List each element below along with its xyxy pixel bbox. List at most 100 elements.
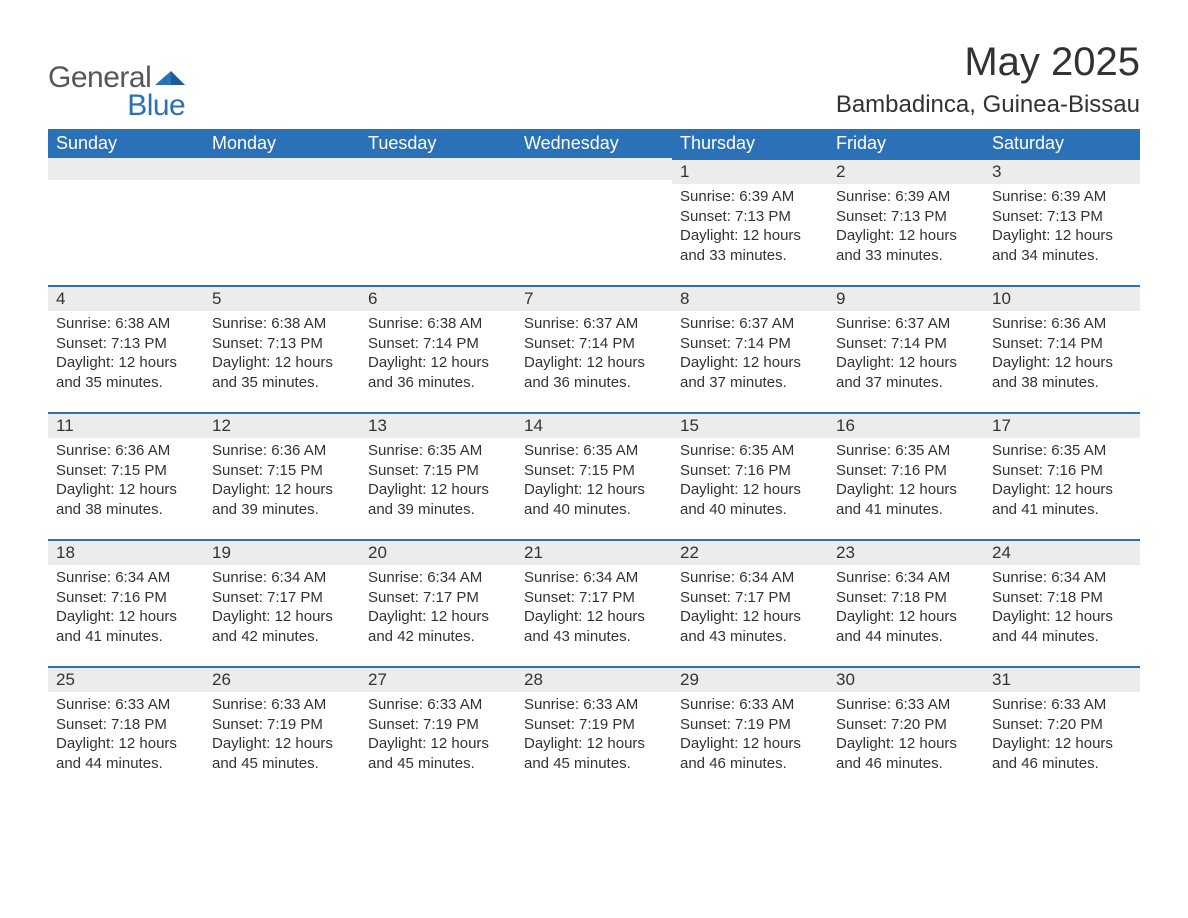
day-cell: 25Sunrise: 6:33 AMSunset: 7:18 PMDayligh… xyxy=(48,666,204,793)
day-number: 8 xyxy=(672,285,828,311)
daylight-line: Daylight: 12 hours and 42 minutes. xyxy=(368,607,508,646)
sunrise-line: Sunrise: 6:36 AM xyxy=(212,441,352,461)
sunrise-line: Sunrise: 6:37 AM xyxy=(524,314,664,334)
day-number: 28 xyxy=(516,666,672,692)
sunset-line: Sunset: 7:13 PM xyxy=(836,207,976,227)
day-number: 29 xyxy=(672,666,828,692)
day-cell: 2 Sunrise: 6:39 AMSunset: 7:13 PMDaylight… xyxy=(828,158,984,285)
sunset-line: Sunset: 7:16 PM xyxy=(680,461,820,481)
weekday-header: Monday xyxy=(204,129,360,158)
day-number: 3 xyxy=(984,158,1140,184)
daylight-line: Daylight: 12 hours and 44 minutes. xyxy=(992,607,1132,646)
sunrise-line: Sunrise: 6:39 AM xyxy=(836,187,976,207)
day-cell: 11Sunrise: 6:36 AMSunset: 7:15 PMDayligh… xyxy=(48,412,204,539)
daylight-line: Daylight: 12 hours and 43 minutes. xyxy=(680,607,820,646)
day-number: 14 xyxy=(516,412,672,438)
sunset-line: Sunset: 7:17 PM xyxy=(212,588,352,608)
sunset-line: Sunset: 7:13 PM xyxy=(56,334,196,354)
sunset-line: Sunset: 7:15 PM xyxy=(212,461,352,481)
day-cell: 15Sunrise: 6:35 AMSunset: 7:16 PMDayligh… xyxy=(672,412,828,539)
daylight-line: Daylight: 12 hours and 37 minutes. xyxy=(836,353,976,392)
sunset-line: Sunset: 7:17 PM xyxy=(368,588,508,608)
daylight-line: Daylight: 12 hours and 42 minutes. xyxy=(212,607,352,646)
sunrise-line: Sunrise: 6:34 AM xyxy=(992,568,1132,588)
daylight-line: Daylight: 12 hours and 46 minutes. xyxy=(992,734,1132,773)
day-number: 7 xyxy=(516,285,672,311)
day-number: 6 xyxy=(360,285,516,311)
daylight-line: Daylight: 12 hours and 36 minutes. xyxy=(524,353,664,392)
daylight-line: Daylight: 12 hours and 39 minutes. xyxy=(212,480,352,519)
daylight-line: Daylight: 12 hours and 43 minutes. xyxy=(524,607,664,646)
day-cell: 12Sunrise: 6:36 AMSunset: 7:15 PMDayligh… xyxy=(204,412,360,539)
sunrise-line: Sunrise: 6:35 AM xyxy=(368,441,508,461)
sunrise-line: Sunrise: 6:34 AM xyxy=(212,568,352,588)
day-cell: 23Sunrise: 6:34 AMSunset: 7:18 PMDayligh… xyxy=(828,539,984,666)
day-number: 10 xyxy=(984,285,1140,311)
sunset-line: Sunset: 7:16 PM xyxy=(56,588,196,608)
day-number: 24 xyxy=(984,539,1140,565)
sunrise-line: Sunrise: 6:35 AM xyxy=(836,441,976,461)
sunset-line: Sunset: 7:13 PM xyxy=(680,207,820,227)
weekday-header: Wednesday xyxy=(516,129,672,158)
day-number-blank xyxy=(48,158,204,180)
weekday-header: Friday xyxy=(828,129,984,158)
week-row: 1Sunrise: 6:39 AMSunset: 7:13 PMDaylight… xyxy=(48,158,1140,285)
sunrise-line: Sunrise: 6:39 AM xyxy=(992,187,1132,207)
daylight-line: Daylight: 12 hours and 33 minutes. xyxy=(680,226,820,265)
daylight-line: Daylight: 12 hours and 46 minutes. xyxy=(680,734,820,773)
day-number: 26 xyxy=(204,666,360,692)
week-row: 4Sunrise: 6:38 AMSunset: 7:13 PMDaylight… xyxy=(48,285,1140,412)
sunrise-line: Sunrise: 6:39 AM xyxy=(680,187,820,207)
sunrise-line: Sunrise: 6:34 AM xyxy=(56,568,196,588)
sunset-line: Sunset: 7:16 PM xyxy=(836,461,976,481)
sunrise-line: Sunrise: 6:38 AM xyxy=(368,314,508,334)
day-cell: 1Sunrise: 6:39 AMSunset: 7:13 PMDaylight… xyxy=(672,158,828,285)
day-number: 9 xyxy=(828,285,984,311)
day-number: 21 xyxy=(516,539,672,565)
sunset-line: Sunset: 7:14 PM xyxy=(524,334,664,354)
logo-word-2: Blue xyxy=(127,89,185,122)
day-cell: 6Sunrise: 6:38 AMSunset: 7:14 PMDaylight… xyxy=(360,285,516,412)
sunset-line: Sunset: 7:18 PM xyxy=(56,715,196,735)
sunset-line: Sunset: 7:14 PM xyxy=(992,334,1132,354)
day-cell: 16Sunrise: 6:35 AMSunset: 7:16 PMDayligh… xyxy=(828,412,984,539)
sunrise-line: Sunrise: 6:38 AM xyxy=(56,314,196,334)
sunrise-line: Sunrise: 6:37 AM xyxy=(836,314,976,334)
day-cell: 31Sunrise: 6:33 AMSunset: 7:20 PMDayligh… xyxy=(984,666,1140,793)
day-number: 2 xyxy=(828,158,984,184)
day-cell xyxy=(360,158,516,285)
day-cell xyxy=(516,158,672,285)
day-cell: 27Sunrise: 6:33 AMSunset: 7:19 PMDayligh… xyxy=(360,666,516,793)
day-cell: 13Sunrise: 6:35 AMSunset: 7:15 PMDayligh… xyxy=(360,412,516,539)
day-cell xyxy=(48,158,204,285)
day-number: 23 xyxy=(828,539,984,565)
daylight-line: Daylight: 12 hours and 45 minutes. xyxy=(524,734,664,773)
daylight-line: Daylight: 12 hours and 37 minutes. xyxy=(680,353,820,392)
daylight-line: Daylight: 12 hours and 33 minutes. xyxy=(836,226,976,265)
day-cell: 22Sunrise: 6:34 AMSunset: 7:17 PMDayligh… xyxy=(672,539,828,666)
sunset-line: Sunset: 7:20 PM xyxy=(992,715,1132,735)
sunset-line: Sunset: 7:18 PM xyxy=(992,588,1132,608)
day-cell: 21Sunrise: 6:34 AMSunset: 7:17 PMDayligh… xyxy=(516,539,672,666)
sunset-line: Sunset: 7:20 PM xyxy=(836,715,976,735)
sunset-line: Sunset: 7:18 PM xyxy=(836,588,976,608)
day-cell: 4Sunrise: 6:38 AMSunset: 7:13 PMDaylight… xyxy=(48,285,204,412)
logo: General Blue xyxy=(48,61,185,123)
week-row: 18Sunrise: 6:34 AMSunset: 7:16 PMDayligh… xyxy=(48,539,1140,666)
title-block: May 2025 Bambadinca, Guinea-Bissau xyxy=(836,40,1140,123)
daylight-line: Daylight: 12 hours and 44 minutes. xyxy=(836,607,976,646)
weekday-header: Sunday xyxy=(48,129,204,158)
sunset-line: Sunset: 7:19 PM xyxy=(212,715,352,735)
day-number: 25 xyxy=(48,666,204,692)
sunrise-line: Sunrise: 6:36 AM xyxy=(992,314,1132,334)
day-cell: 24 Sunrise: 6:34 AMSunset: 7:18 PMDayligh… xyxy=(984,539,1140,666)
location-subtitle: Bambadinca, Guinea-Bissau xyxy=(836,91,1140,119)
daylight-line: Daylight: 12 hours and 41 minutes. xyxy=(836,480,976,519)
weekday-header: Thursday xyxy=(672,129,828,158)
daylight-line: Daylight: 12 hours and 44 minutes. xyxy=(56,734,196,773)
sunset-line: Sunset: 7:17 PM xyxy=(524,588,664,608)
day-number: 11 xyxy=(48,412,204,438)
sunset-line: Sunset: 7:14 PM xyxy=(836,334,976,354)
day-number-blank xyxy=(204,158,360,180)
weekday-header: Saturday xyxy=(984,129,1140,158)
